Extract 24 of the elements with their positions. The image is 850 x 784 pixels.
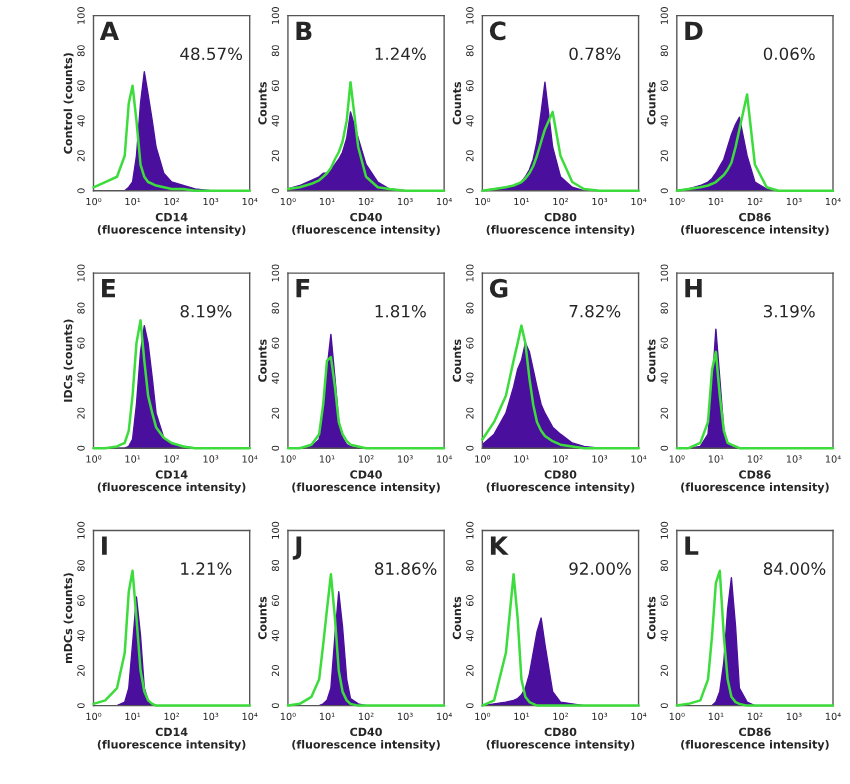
annotation: 1.24% (375, 47, 426, 61)
annotation: I (102, 536, 107, 555)
annotation: G (489, 278, 508, 298)
annotation: 8.19% (180, 304, 232, 318)
annotation: D (685, 21, 703, 40)
annotation: 1.81% (375, 304, 426, 318)
annotation: F (296, 279, 310, 298)
annotation: C (489, 21, 506, 41)
annotation: 81.86% (374, 562, 437, 575)
annotation: A (99, 21, 119, 40)
annotation: 0.78% (569, 47, 621, 61)
annotation: 0.06% (763, 47, 815, 61)
annotation: 3.19% (763, 304, 815, 318)
annotation: 48.57% (180, 47, 243, 61)
annotation: B (296, 21, 312, 40)
annotation: 7.82% (569, 304, 621, 318)
annotation: H (685, 279, 702, 298)
annotation: K (490, 536, 509, 555)
annotation: 1.21% (181, 562, 232, 575)
annotation: J (292, 536, 302, 560)
annotation: 84.00% (763, 562, 826, 575)
annotation: 92.00% (569, 562, 631, 575)
annotation: E (102, 279, 115, 298)
annotation: L (685, 536, 699, 555)
